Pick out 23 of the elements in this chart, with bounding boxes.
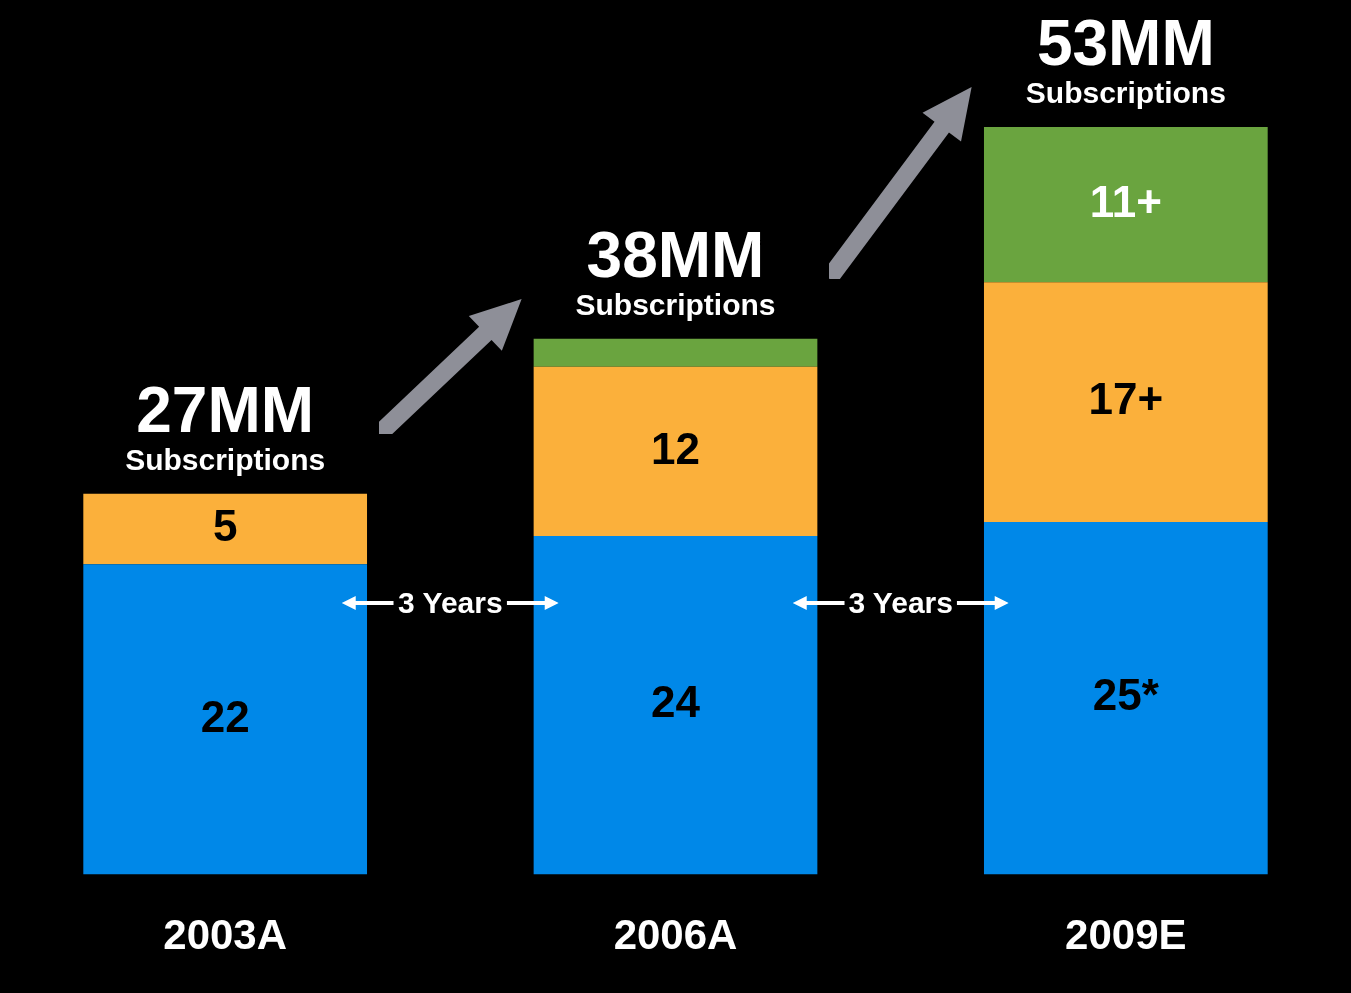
annotation: 3 Years — [848, 586, 953, 621]
bar — [83, 564, 368, 875]
data-label: 24 — [651, 677, 701, 727]
bar — [533, 536, 818, 875]
data-label: 17+ — [1088, 374, 1164, 424]
x-tick-label: 2003A — [163, 911, 288, 959]
x-tick-label: 2009E — [1065, 911, 1187, 959]
data-label: 11+ — [1089, 176, 1162, 226]
annotation: 3 Years — [398, 586, 503, 621]
total-label: 38MM Subscriptions — [575, 218, 776, 321]
total-label: 27MM Subscriptions — [125, 373, 326, 476]
bar — [533, 366, 818, 537]
bar — [983, 522, 1268, 875]
total-label: 53MM Subscriptions — [1025, 7, 1226, 110]
bar — [533, 338, 818, 367]
bar — [983, 127, 1268, 283]
data-label: 5 — [212, 501, 238, 551]
data-label: 22 — [200, 691, 250, 741]
bar — [983, 282, 1268, 522]
data-label: 25* — [1092, 670, 1160, 720]
x-tick-label: 2006A — [613, 911, 738, 959]
bar — [83, 493, 368, 565]
data-label: 12 — [651, 423, 700, 473]
